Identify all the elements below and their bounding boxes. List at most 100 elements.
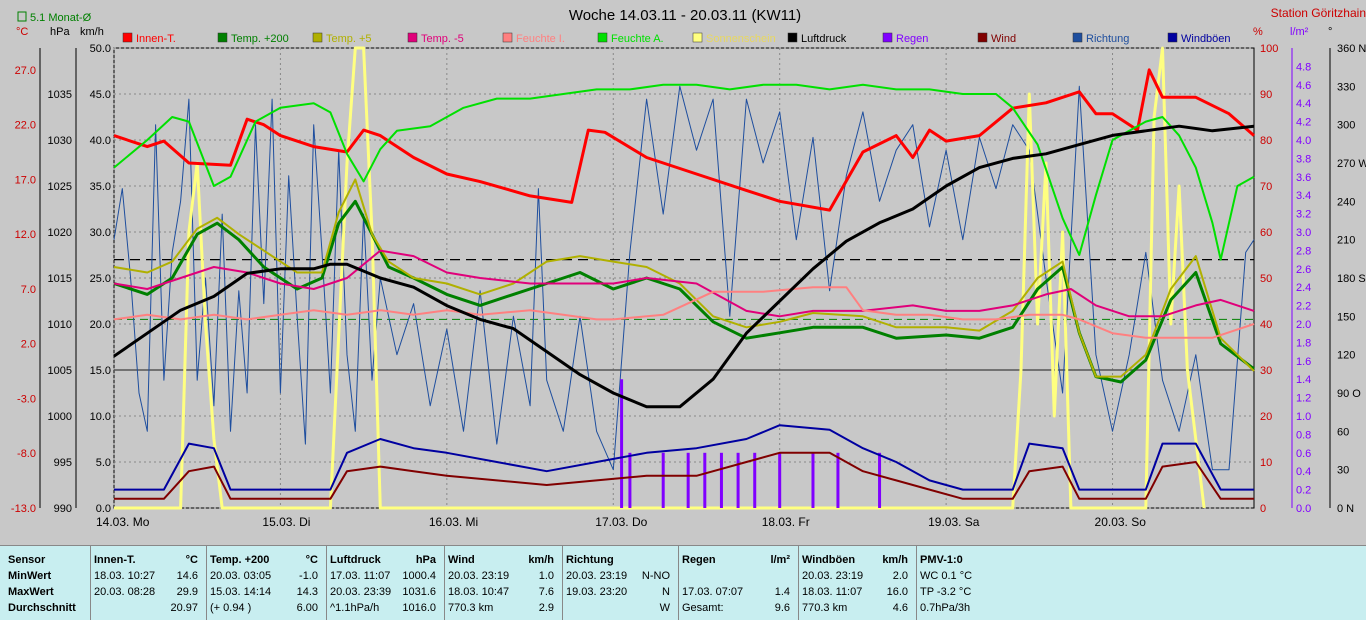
- rain-tick-label: 2.0: [1296, 319, 1311, 331]
- direction-tick-label: 360 N: [1337, 43, 1366, 55]
- summary-cell: ^1.1hPa/h: [330, 602, 380, 614]
- rain-tick-label: 3.0: [1296, 227, 1311, 239]
- summary-value: 7.6: [538, 586, 554, 598]
- summary-header: Richtung: [566, 554, 614, 566]
- summary-value: N-NO: [641, 570, 670, 582]
- legend-label: Luftdruck: [801, 33, 847, 45]
- humidity-tick-label: 80: [1260, 135, 1272, 147]
- summary-value: -1.0: [299, 570, 318, 582]
- humidity-tick-label: 90: [1260, 89, 1272, 101]
- summary-col: Richtung 20.03. 23:19 19.03. 23:20 N-NO N W: [562, 546, 679, 620]
- wind-tick-label: 15.0: [90, 365, 111, 377]
- wind-tick-label: 35.0: [90, 181, 111, 193]
- legend-label: Temp. +200: [231, 33, 289, 45]
- summary-cell: 20.03. 23:39: [330, 586, 392, 598]
- summary-cell: Gesamt:: [682, 602, 724, 614]
- rain-tick-label: 3.4: [1296, 190, 1311, 202]
- legend-label: Regen: [896, 33, 928, 45]
- rain-tick-label: 0.8: [1296, 429, 1311, 441]
- summary-cell: Durchschnitt: [8, 602, 76, 614]
- wind-tick-label: 30.0: [90, 227, 111, 239]
- pressure-tick-label: 995: [54, 457, 72, 469]
- legend-swatch: [1072, 32, 1083, 43]
- summary-cell: 15.03. 14:14: [210, 586, 272, 598]
- summary-cell: 20.03. 23:19: [566, 570, 628, 582]
- summary-value: 1016.0: [402, 602, 436, 614]
- chart-title: Woche 14.03.11 - 20.03.11 (KW11): [569, 7, 801, 24]
- legend-swatch: [882, 32, 893, 43]
- temp-tick-label: -8.0: [17, 448, 36, 460]
- summary-cell: MaxWert: [8, 586, 54, 598]
- legend-label: Feuchte A.: [611, 33, 664, 45]
- wind-tick-label: 45.0: [90, 89, 111, 101]
- rain-tick-label: 2.2: [1296, 301, 1311, 313]
- summary-col: Regen l/m² 17.03. 07:07 Gesamt: 1.4 9.6: [678, 546, 799, 620]
- humidity-tick-label: 100: [1260, 43, 1278, 55]
- summary-cell: 20.03. 03:05: [210, 570, 272, 582]
- legend-label: Richtung: [1086, 33, 1129, 45]
- rain-tick-label: 1.2: [1296, 393, 1311, 405]
- summary-cell: MinWert: [8, 570, 52, 582]
- x-tick-label: 14.03. Mo: [96, 515, 150, 529]
- series-feuchte-a--line: [113, 83, 1255, 261]
- wind-unit: km/h: [80, 26, 104, 38]
- summary-value: 4.6: [892, 602, 908, 614]
- summary-header: Innen-T.: [94, 554, 136, 566]
- rain-tick-label: 3.2: [1296, 209, 1311, 221]
- summary-cell: 20.03. 08:28: [94, 586, 156, 598]
- summary-unit: hPa: [415, 554, 436, 566]
- wind-tick-label: 5.0: [96, 457, 111, 469]
- series-feuchte-i--line: [113, 286, 1255, 339]
- direction-tick-label: 330: [1337, 81, 1355, 93]
- summary-value: 16.0: [886, 586, 908, 598]
- x-tick-label: 16.03. Mi: [429, 515, 478, 529]
- wind-tick-label: 40.0: [90, 135, 111, 147]
- temp-tick-label: 7.0: [21, 284, 36, 296]
- summary-value: 1000.4: [402, 570, 436, 582]
- summary-cell: 17.03. 11:07: [330, 570, 391, 582]
- summary-unit: °C: [185, 554, 198, 566]
- legend-swatch: [122, 32, 133, 43]
- direction-tick-label: 0 N: [1337, 503, 1354, 515]
- summary-header: Wind: [448, 554, 475, 566]
- summary-value: 14.6: [176, 570, 198, 582]
- legend-swatch: [597, 32, 608, 43]
- x-tick-label: 17.03. Do: [595, 515, 647, 529]
- wind-tick-label: 0.0: [96, 503, 111, 515]
- legend-label: Temp. +5: [326, 33, 372, 45]
- rain-tick-label: 2.4: [1296, 282, 1311, 294]
- pressure-tick-label: 1015: [48, 273, 72, 285]
- legend-label: Innen-T.: [136, 33, 176, 45]
- summary-value: 20.97: [170, 602, 198, 614]
- summary-cell: 18.03. 11:07: [802, 586, 863, 598]
- summary-cell: 19.03. 23:20: [566, 586, 628, 598]
- legend-swatch: [407, 32, 418, 43]
- legend-label: Feuchte I.: [516, 33, 565, 45]
- x-tick-label: 20.03. So: [1095, 515, 1147, 529]
- humidity-tick-label: 50: [1260, 273, 1272, 285]
- rain-tick-label: 3.6: [1296, 172, 1311, 184]
- summary-cell: 18.03. 10:27: [94, 570, 156, 582]
- summary-unit: l/m²: [770, 554, 790, 566]
- series-wind-line: [114, 451, 1254, 500]
- summary-col: Sensor MinWert MaxWert Durchschnitt: [0, 546, 91, 620]
- summary-unit: km/h: [528, 554, 554, 566]
- summary-col: PMV-1:0 WC 0.1 °C TP -3.2 °C 0.7hPa/3h: [916, 546, 1366, 620]
- weather-chart: 27.0 22.0 17.0 12.0 7.0 2.0 -3.0 -8.0 -13.0 1035 1…: [10, 6, 1366, 529]
- monthly-avg-note: 5.1 Monat-Ø: [30, 12, 92, 24]
- station-name: Station Göritzhain: [1271, 6, 1366, 20]
- legend-swatch: [312, 32, 323, 43]
- summary-value: 29.9: [176, 586, 198, 598]
- series-temp-5-line: [113, 249, 1255, 318]
- direction-tick-label: 120: [1337, 350, 1355, 362]
- summary-cell: 20.03. 23:19: [448, 570, 510, 582]
- rain-tick-label: 0.4: [1296, 466, 1311, 478]
- x-tick-label: 15.03. Di: [262, 515, 310, 529]
- summary-col: Luftdruck hPa 17.03. 11:07 20.03. 23:39 ^1.1…: [326, 546, 445, 620]
- summary-value: 1.0: [538, 570, 554, 582]
- humidity-tick-label: 60: [1260, 227, 1272, 239]
- pressure-tick-label: 990: [54, 503, 72, 515]
- rain-tick-label: 4.8: [1296, 61, 1311, 73]
- direction-unit: °: [1328, 26, 1332, 38]
- humidity-tick-label: 40: [1260, 319, 1272, 331]
